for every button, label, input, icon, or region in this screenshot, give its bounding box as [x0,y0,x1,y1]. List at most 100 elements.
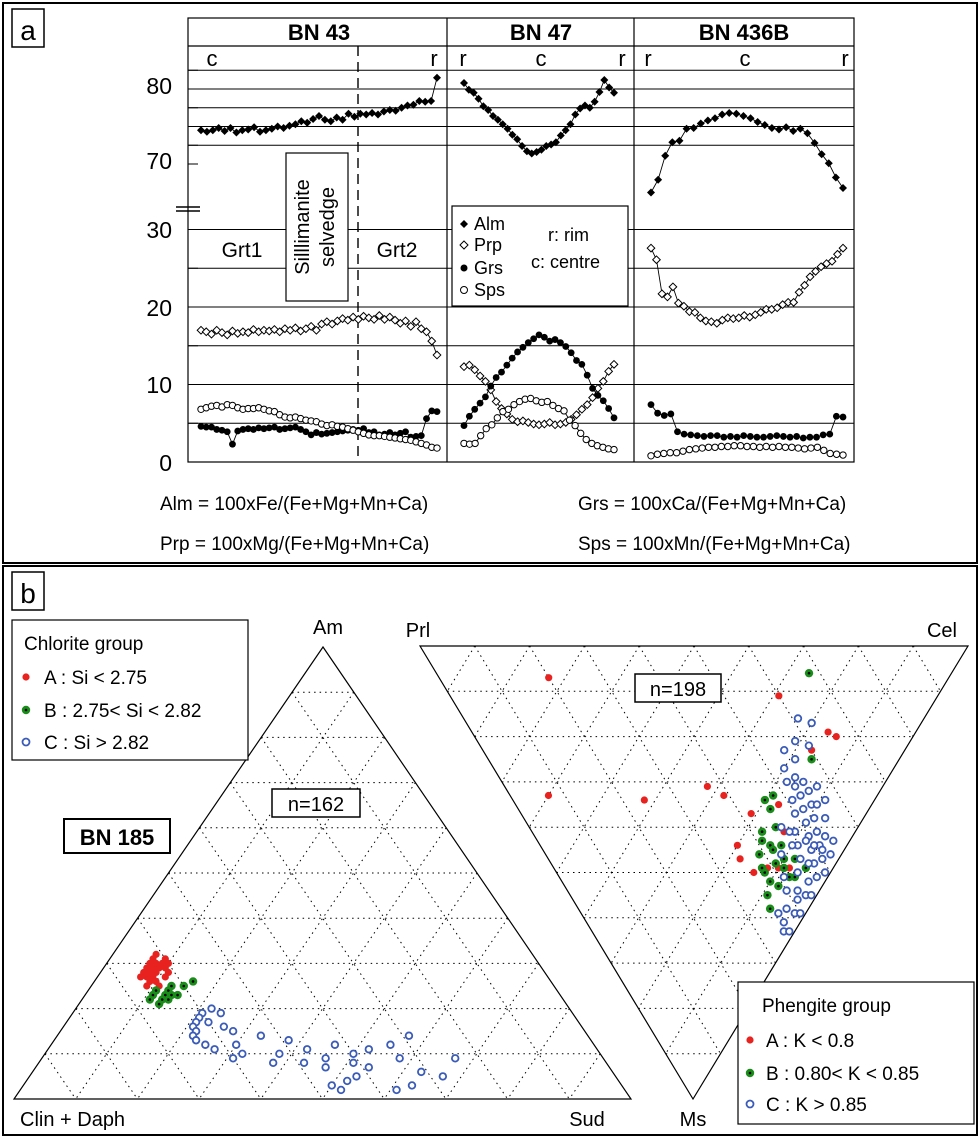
data-point [695,313,705,323]
data-point [662,292,672,302]
data-point [782,904,791,913]
data-point [202,423,210,431]
data-point [231,1040,241,1049]
data-point [428,407,436,415]
grid-line [229,782,447,1100]
data-point [820,446,828,455]
data-point [229,440,236,448]
data-point [779,872,789,882]
data-point [464,360,474,370]
data-point [503,361,511,369]
data-point [756,443,764,451]
data-point [796,124,805,133]
data-point [809,813,819,823]
data-point [451,1054,460,1063]
data-point [804,741,814,750]
data-point [423,415,430,422]
data-point [660,412,668,419]
data-point [789,127,798,135]
data-point [640,796,648,804]
data-point [700,433,708,440]
data-point [779,918,789,927]
diamond-open-icon [459,240,469,250]
data-point [777,850,786,859]
data-point [571,421,579,430]
data-point-center [804,866,808,870]
data-point [297,117,306,126]
data-point [226,124,235,132]
data-point-center [782,857,786,861]
data-point-center [160,998,164,1001]
selvedge-label-box [285,152,349,302]
data-point [281,425,289,433]
data-point [379,107,388,116]
legend-box [737,981,975,1125]
data-point [672,449,681,457]
data-point [818,854,827,864]
plot-a-frame [187,17,855,463]
data-point [390,315,400,325]
data-point-center [758,853,761,856]
grid-line [637,645,859,1009]
data-point [816,262,826,272]
data-point [786,433,794,441]
vertex-label-am: Am [313,617,343,639]
data-point [794,444,802,452]
formula-grs: Grs = 100xCa/(Fe+Mg+Mn+Ca) [578,494,846,515]
data-point [243,328,253,338]
data-point [680,430,688,438]
data-point [349,1049,358,1058]
data-point [687,431,695,439]
formula-alm: Alm = 100xFe/(Fe+Mg+Mn+Ca) [160,494,428,515]
data-point [732,109,741,118]
grid-line [529,645,749,1009]
data-point-center [148,998,152,1001]
grt1-label: Grt1 [222,239,263,262]
data-point [701,316,711,326]
data-point [668,282,678,292]
data-point [775,125,783,134]
data-point [343,315,353,325]
data-point [244,425,252,433]
data-point [476,431,485,440]
data-point [679,447,687,455]
data-point-center [760,866,764,870]
data-point [727,433,734,440]
data-point-center [793,875,797,879]
data-point [812,800,822,809]
data-point [760,433,767,441]
circle-filled-icon [460,264,468,272]
data-point [831,173,840,182]
data-point [321,1054,330,1063]
data-point [364,1045,374,1054]
data-point [790,782,800,791]
data-point [220,127,229,135]
data-point [746,114,755,123]
data-point [707,432,714,440]
data-point [260,425,268,433]
chlorite-ternary: Am Clin + Daph Sud n=162 [12,617,633,1131]
data-point [578,360,586,368]
grid-line [446,645,476,692]
data-point [646,243,656,253]
data-point [545,674,553,682]
data-point [675,136,684,145]
data-point [806,433,814,441]
data-point [191,1036,201,1045]
data-point [667,410,675,418]
data-point [433,73,441,82]
data-point [789,297,799,307]
data-point [523,417,533,427]
data-point [364,1063,374,1072]
data-point [609,359,619,369]
data-point [703,116,712,125]
series-line [463,79,615,154]
data-point [654,175,663,184]
data-point-center [771,794,775,797]
data-point [811,266,821,276]
data-point-center [793,857,797,861]
data-point [557,339,564,347]
data-point [711,443,719,451]
data-point [152,950,160,958]
formula-sps: Sps = 100xMn/(Fe+Mg+Mn+Ca) [578,534,850,555]
